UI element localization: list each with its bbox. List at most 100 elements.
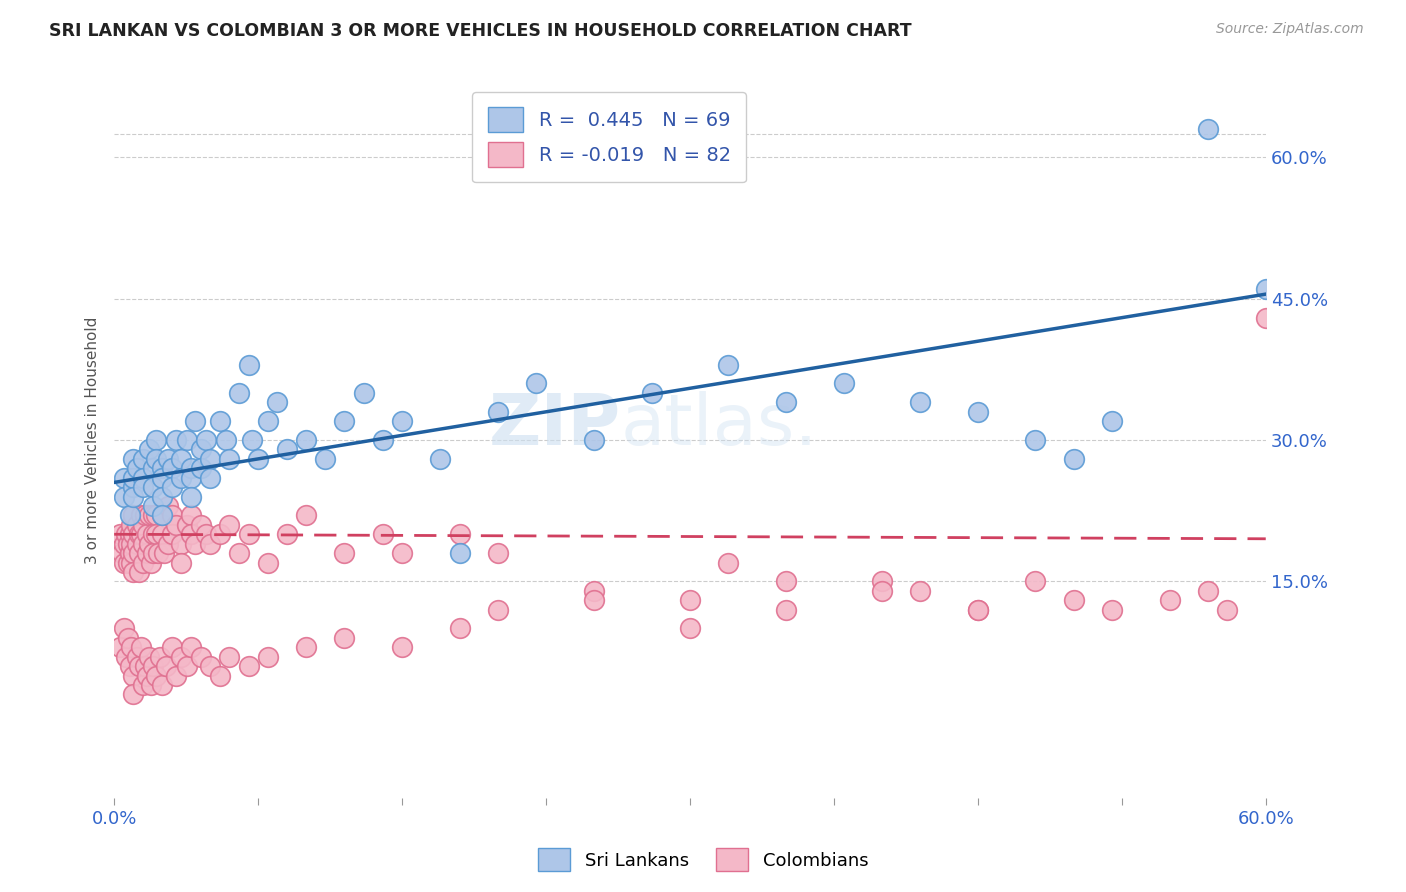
Point bbox=[266, 395, 288, 409]
Point bbox=[150, 678, 173, 692]
Point bbox=[526, 376, 548, 391]
Point bbox=[122, 565, 145, 579]
Point bbox=[142, 499, 165, 513]
Point bbox=[775, 602, 797, 616]
Point bbox=[150, 527, 173, 541]
Point bbox=[134, 659, 156, 673]
Point bbox=[1063, 451, 1085, 466]
Point bbox=[391, 414, 413, 428]
Point bbox=[117, 537, 139, 551]
Point bbox=[112, 537, 135, 551]
Point bbox=[176, 433, 198, 447]
Point bbox=[198, 659, 221, 673]
Point bbox=[582, 583, 605, 598]
Point bbox=[138, 442, 160, 457]
Point bbox=[156, 451, 179, 466]
Point bbox=[218, 649, 240, 664]
Point bbox=[717, 358, 740, 372]
Point bbox=[150, 508, 173, 523]
Point bbox=[1216, 602, 1239, 616]
Point bbox=[135, 546, 157, 560]
Point bbox=[114, 649, 136, 664]
Text: Source: ZipAtlas.com: Source: ZipAtlas.com bbox=[1216, 22, 1364, 37]
Point bbox=[108, 640, 131, 655]
Point bbox=[121, 556, 143, 570]
Point bbox=[295, 640, 318, 655]
Point bbox=[256, 414, 278, 428]
Point bbox=[429, 451, 451, 466]
Point bbox=[170, 649, 193, 664]
Point bbox=[180, 527, 202, 541]
Point bbox=[122, 688, 145, 702]
Point bbox=[1024, 574, 1046, 589]
Point bbox=[640, 385, 662, 400]
Legend: Sri Lankans, Colombians: Sri Lankans, Colombians bbox=[530, 841, 876, 879]
Point bbox=[129, 508, 152, 523]
Point bbox=[195, 527, 218, 541]
Point bbox=[1101, 602, 1123, 616]
Point bbox=[256, 649, 278, 664]
Point bbox=[118, 659, 141, 673]
Point bbox=[208, 527, 231, 541]
Point bbox=[132, 451, 155, 466]
Point bbox=[180, 461, 202, 475]
Point bbox=[208, 668, 231, 682]
Point bbox=[145, 668, 167, 682]
Point bbox=[121, 517, 143, 532]
Point bbox=[775, 395, 797, 409]
Point bbox=[295, 508, 318, 523]
Point bbox=[371, 433, 394, 447]
Point bbox=[190, 517, 212, 532]
Point bbox=[1197, 122, 1219, 136]
Point bbox=[132, 471, 155, 485]
Point bbox=[966, 602, 988, 616]
Point bbox=[139, 678, 162, 692]
Point bbox=[112, 622, 135, 636]
Point bbox=[1197, 583, 1219, 598]
Point bbox=[138, 649, 160, 664]
Point bbox=[1024, 433, 1046, 447]
Point bbox=[314, 451, 336, 466]
Point bbox=[180, 490, 202, 504]
Point bbox=[180, 471, 202, 485]
Point bbox=[118, 527, 141, 541]
Point bbox=[165, 517, 187, 532]
Point bbox=[449, 622, 471, 636]
Point bbox=[132, 480, 155, 494]
Point bbox=[145, 527, 167, 541]
Point bbox=[190, 442, 212, 457]
Point bbox=[353, 385, 375, 400]
Point bbox=[129, 640, 152, 655]
Point bbox=[391, 546, 413, 560]
Point bbox=[122, 451, 145, 466]
Point bbox=[160, 640, 183, 655]
Point bbox=[132, 556, 155, 570]
Point bbox=[121, 537, 143, 551]
Point bbox=[145, 508, 167, 523]
Point bbox=[122, 471, 145, 485]
Y-axis label: 3 or more Vehicles in Household: 3 or more Vehicles in Household bbox=[86, 317, 100, 564]
Point bbox=[371, 527, 394, 541]
Point bbox=[142, 659, 165, 673]
Point bbox=[122, 480, 145, 494]
Point bbox=[832, 376, 855, 391]
Point bbox=[117, 556, 139, 570]
Point bbox=[112, 556, 135, 570]
Point bbox=[160, 508, 183, 523]
Point bbox=[198, 537, 221, 551]
Point bbox=[165, 433, 187, 447]
Point bbox=[122, 490, 145, 504]
Point bbox=[128, 527, 150, 541]
Point bbox=[155, 659, 177, 673]
Point bbox=[160, 480, 183, 494]
Point bbox=[121, 640, 143, 655]
Point bbox=[148, 546, 170, 560]
Point bbox=[170, 471, 193, 485]
Point bbox=[679, 622, 702, 636]
Point bbox=[132, 537, 155, 551]
Point bbox=[238, 527, 260, 541]
Point bbox=[127, 537, 149, 551]
Point bbox=[966, 405, 988, 419]
Point bbox=[149, 649, 172, 664]
Point bbox=[1159, 593, 1181, 607]
